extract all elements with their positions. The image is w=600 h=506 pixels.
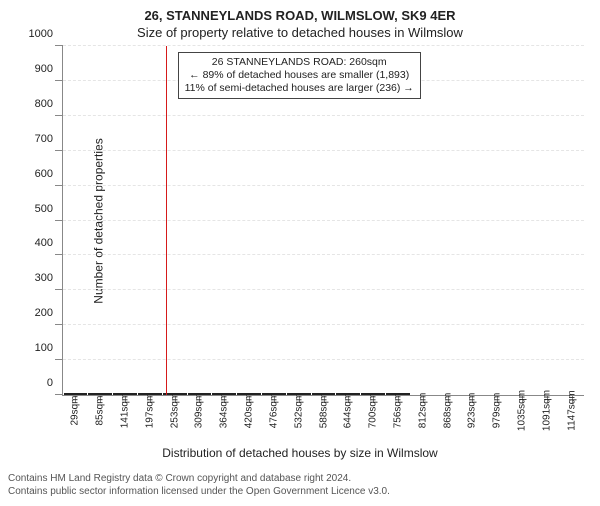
y-tick xyxy=(55,324,63,325)
y-tick xyxy=(55,115,63,116)
x-tick-label: 364sqm xyxy=(219,393,230,429)
page-title-line1: 26, STANNEYLANDS ROAD, WILMSLOW, SK9 4ER xyxy=(8,8,592,23)
x-tick-label: 756sqm xyxy=(392,393,403,429)
y-tick xyxy=(55,359,63,360)
y-tick-label: 200 xyxy=(35,307,53,319)
x-tick-label: 923sqm xyxy=(467,393,478,429)
y-tick xyxy=(55,289,63,290)
x-tick-label: 309sqm xyxy=(194,393,205,429)
x-tick-label: 1091sqm xyxy=(541,390,552,431)
x-tick-label: 420sqm xyxy=(244,393,255,429)
x-tick-label: 253sqm xyxy=(169,393,180,429)
x-tick-label: 532sqm xyxy=(293,393,304,429)
x-tick-label: 29sqm xyxy=(70,395,81,425)
y-tick-label: 300 xyxy=(35,272,53,284)
x-tick-label: 868sqm xyxy=(442,393,453,429)
y-tick xyxy=(55,150,63,151)
y-tick-label: 800 xyxy=(35,98,53,110)
footer: Contains HM Land Registry data © Crown c… xyxy=(8,472,592,498)
x-tick-label: 979sqm xyxy=(492,393,503,429)
chart-container: Number of detached properties 0100200300… xyxy=(62,46,584,396)
y-tick-label: 900 xyxy=(35,63,53,75)
x-tick-label: 197sqm xyxy=(144,393,155,429)
x-tick-label: 476sqm xyxy=(268,393,279,429)
x-tick-label: 1147sqm xyxy=(566,390,577,430)
x-tick-label: 700sqm xyxy=(368,393,379,429)
x-tick-label: 644sqm xyxy=(343,393,354,429)
y-tick xyxy=(55,220,63,221)
y-tick xyxy=(55,394,63,395)
info-box-line: 26 STANNEYLANDS ROAD: 260sqm xyxy=(185,56,414,69)
y-tick-label: 0 xyxy=(47,377,53,389)
footer-line2: Contains public sector information licen… xyxy=(8,485,592,498)
page-title-line2: Size of property relative to detached ho… xyxy=(8,25,592,40)
y-tick-label: 500 xyxy=(35,203,53,215)
y-tick-label: 700 xyxy=(35,133,53,145)
info-box-line: ← 89% of detached houses are smaller (1,… xyxy=(185,69,414,82)
info-box: 26 STANNEYLANDS ROAD: 260sqm← 89% of det… xyxy=(178,52,421,99)
y-tick xyxy=(55,45,63,46)
x-tick-label: 141sqm xyxy=(120,393,131,429)
x-tick-label: 588sqm xyxy=(318,393,329,429)
x-tick-label: 812sqm xyxy=(417,393,428,429)
y-tick-label: 100 xyxy=(35,342,53,354)
plot-area: 0100200300400500600700800900100029sqm85s… xyxy=(62,46,584,396)
x-tick-label: 1035sqm xyxy=(516,390,527,431)
y-tick xyxy=(55,80,63,81)
x-axis-label: Distribution of detached houses by size … xyxy=(8,446,592,460)
info-box-line: 11% of semi-detached houses are larger (… xyxy=(185,82,414,95)
footer-line1: Contains HM Land Registry data © Crown c… xyxy=(8,472,592,485)
y-tick-label: 600 xyxy=(35,168,53,180)
marker-line xyxy=(166,46,167,395)
y-tick-label: 400 xyxy=(35,237,53,249)
y-tick xyxy=(55,254,63,255)
y-tick-label: 1000 xyxy=(29,28,53,40)
y-tick xyxy=(55,185,63,186)
x-tick-label: 85sqm xyxy=(95,395,106,425)
